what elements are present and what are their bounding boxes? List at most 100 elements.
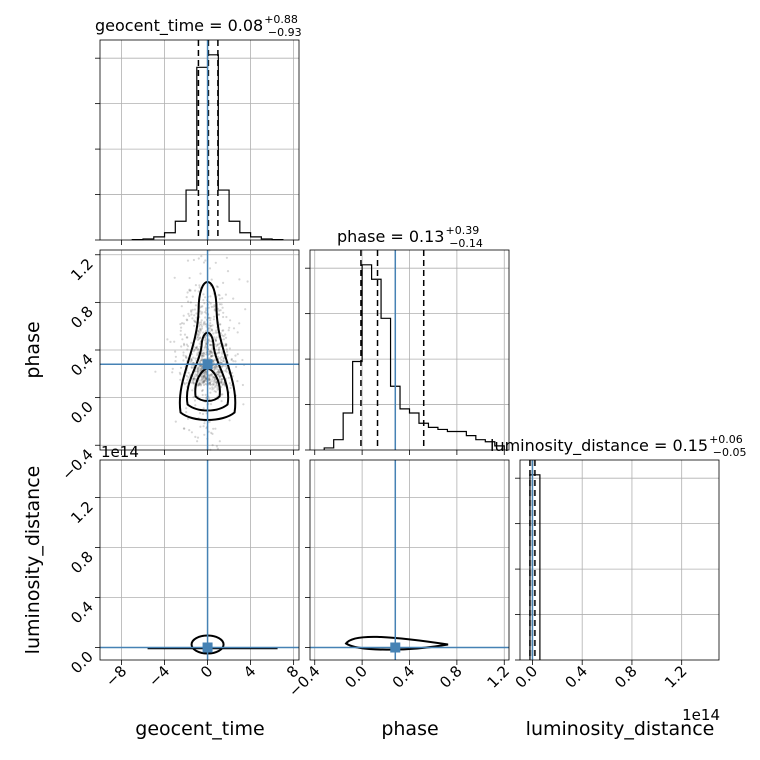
scatter-point <box>196 345 199 348</box>
scatter-point <box>189 289 192 292</box>
scatter-point <box>202 383 206 387</box>
ytick-label-luminosity_distance: 0.4 <box>67 598 97 628</box>
scatter-point <box>217 313 220 316</box>
scatter-point <box>222 357 225 361</box>
ytick-label-phase: 0.0 <box>67 398 97 428</box>
scatter-point <box>204 377 207 381</box>
scatter-point <box>199 328 202 331</box>
scatter-point <box>209 324 212 327</box>
scatter-point <box>226 354 229 357</box>
scatter-point <box>220 361 223 364</box>
scatter-point <box>186 336 189 339</box>
scatter-point <box>213 358 216 361</box>
scatter-point <box>196 371 199 374</box>
scatter-point <box>199 330 202 333</box>
scatter-point <box>198 323 201 326</box>
scatter-point <box>208 339 211 343</box>
scatter-point <box>221 329 224 332</box>
scatter-point <box>209 319 212 322</box>
scatter-point <box>183 333 187 336</box>
scatter-point <box>232 297 235 300</box>
scatter-point <box>204 379 207 382</box>
scatter-point <box>204 377 208 380</box>
scatter-point <box>216 352 219 355</box>
scatter-point <box>208 350 211 353</box>
scatter-point <box>213 376 216 380</box>
contour-luminosity-distance-vs-phase <box>344 635 449 651</box>
scatter-point <box>192 377 195 381</box>
scatter-point <box>225 315 228 319</box>
scatter-point <box>215 285 218 288</box>
scatter-point <box>192 396 195 399</box>
scatter-point <box>198 337 202 340</box>
scatter-point <box>234 354 237 357</box>
scatter-point <box>198 412 202 415</box>
xtick-label-geocent_time: −4 <box>145 662 173 690</box>
scatter-point <box>185 381 188 385</box>
scatter-point <box>201 355 205 358</box>
scatter-point <box>196 368 199 371</box>
scatter-point <box>191 361 194 364</box>
scatter-point <box>214 380 217 383</box>
scatter-point <box>212 376 215 379</box>
ytick-label-phase: 0.4 <box>67 350 97 380</box>
scatter-point <box>238 278 241 281</box>
scatter-point <box>226 353 229 356</box>
scatter-point <box>221 352 224 355</box>
scatter-point <box>202 380 205 383</box>
ytick-label-luminosity_distance: 0.8 <box>67 548 97 578</box>
scatter-point <box>202 375 206 378</box>
scatter-point <box>201 353 204 357</box>
scatter-point <box>211 354 214 358</box>
scatter-point <box>212 379 215 383</box>
scatter-point <box>224 342 227 345</box>
scatter-point <box>198 342 201 345</box>
scatter-point <box>204 344 207 347</box>
scatter-point <box>211 354 214 357</box>
scatter-point <box>197 338 200 341</box>
scatter-point <box>221 360 225 363</box>
scatter-point <box>203 346 206 349</box>
scatter-point <box>208 352 211 355</box>
scatter-point <box>189 309 193 312</box>
scatter-point <box>204 393 207 396</box>
scatter-point <box>204 316 207 319</box>
scatter-point <box>193 324 196 327</box>
scatter-point <box>185 318 188 321</box>
scatter-point <box>190 341 193 344</box>
scatter-point <box>221 306 224 309</box>
scatter-point <box>200 358 203 362</box>
scatter-point <box>212 383 215 386</box>
scatter-point <box>204 311 207 314</box>
scatter-point <box>185 296 188 299</box>
scatter-point <box>213 381 216 384</box>
scatter-point <box>171 371 174 374</box>
scatter-point <box>220 393 223 396</box>
scatter-point <box>203 339 206 342</box>
ytick-label-phase: 0.8 <box>67 303 97 333</box>
scatter-point <box>199 384 202 387</box>
scatter-point <box>213 315 216 318</box>
scatter-point <box>226 350 229 353</box>
scatter-point <box>203 379 206 382</box>
scatter-point <box>225 344 228 347</box>
scatter-point <box>201 393 204 397</box>
scatter-point <box>209 325 212 328</box>
scatter-point <box>188 314 191 317</box>
scatter-point <box>228 419 231 422</box>
scatter-point <box>202 371 205 374</box>
scatter-point <box>199 336 202 339</box>
scatter-point <box>192 381 195 384</box>
scatter-point <box>211 386 214 389</box>
scatter-point <box>208 420 211 423</box>
scatter-point <box>218 369 221 372</box>
scatter-point <box>202 407 205 410</box>
scatter-point <box>202 375 206 378</box>
scatter-point <box>200 378 203 381</box>
scatter-point <box>208 324 211 327</box>
scatter-point <box>185 374 188 378</box>
marks-layer <box>100 40 541 660</box>
scatter-point <box>202 261 206 264</box>
scatter-point <box>173 276 176 279</box>
scatter-point <box>211 329 214 332</box>
